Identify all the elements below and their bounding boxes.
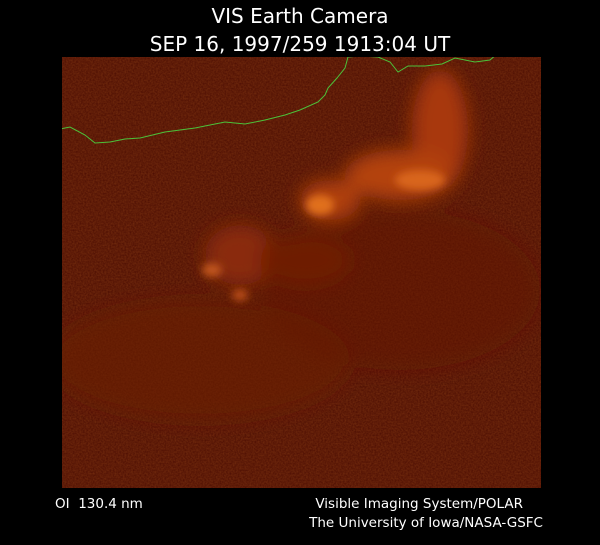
instrument: Visible Imaging System/POLAR — [315, 496, 523, 512]
timestamp: SEP 16, 1997/259 1913:04 UT — [150, 32, 451, 56]
institution: The University of Iowa/NASA-GSFC — [308, 515, 543, 531]
title: VIS Earth Camera — [211, 4, 388, 28]
wavelength: OI 130.4 nm — [55, 496, 143, 512]
coastline — [62, 57, 495, 144]
aurora-image — [62, 57, 541, 488]
